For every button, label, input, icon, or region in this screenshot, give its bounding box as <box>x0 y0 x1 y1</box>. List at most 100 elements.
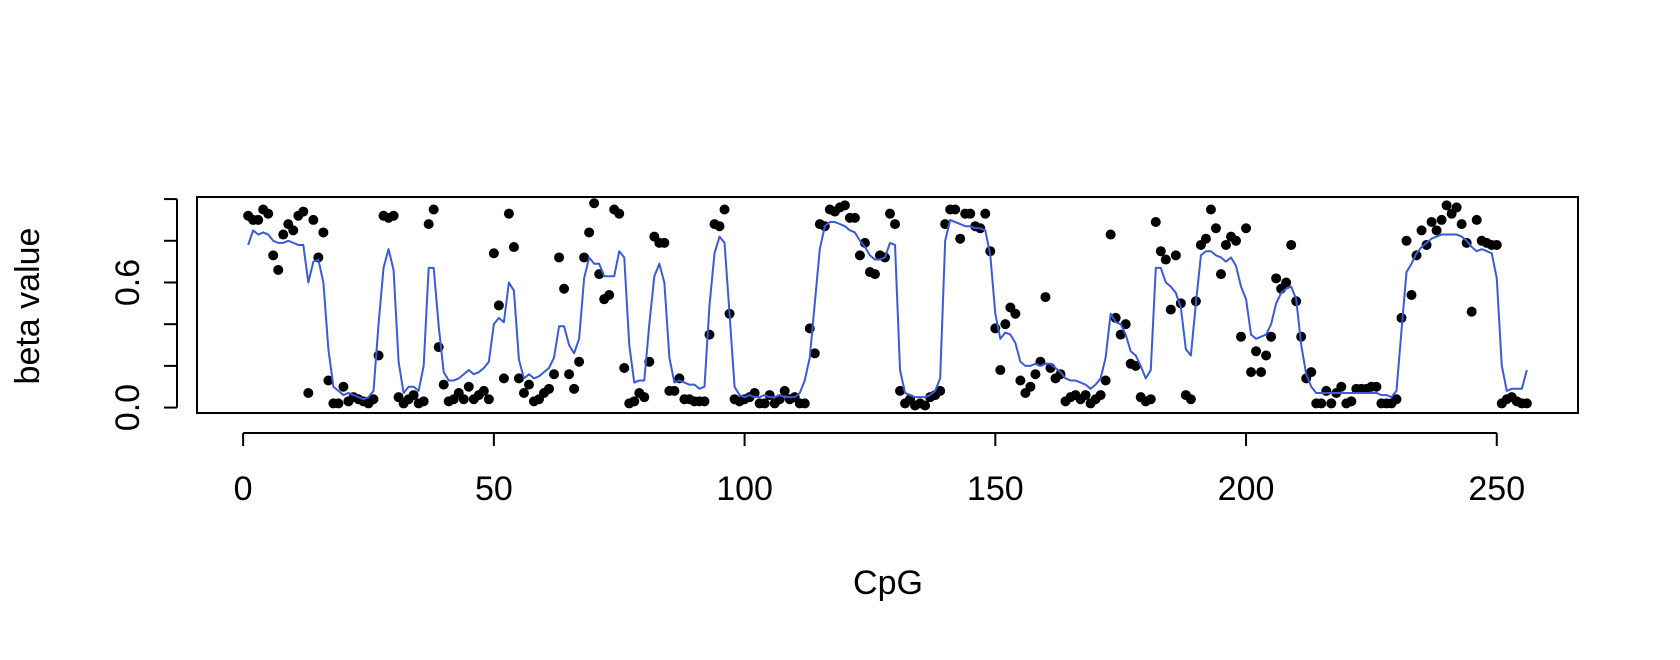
point <box>1391 394 1402 405</box>
point <box>1205 204 1216 215</box>
point <box>1145 394 1156 405</box>
point <box>1451 202 1462 213</box>
point <box>669 385 680 396</box>
point <box>1261 350 1272 361</box>
smooth-line <box>247 218 1528 401</box>
point <box>1120 319 1131 330</box>
y-tick-label: 0.6 <box>109 259 147 306</box>
point <box>699 396 710 407</box>
point <box>965 208 976 219</box>
point <box>704 329 715 340</box>
point <box>503 208 514 219</box>
point <box>1431 225 1442 236</box>
point <box>1371 381 1382 392</box>
point <box>604 289 615 300</box>
point <box>564 369 575 380</box>
point <box>1421 239 1432 250</box>
point <box>1271 273 1282 284</box>
point <box>619 362 630 373</box>
point <box>1441 200 1452 211</box>
point <box>1521 398 1532 409</box>
point <box>1401 235 1412 246</box>
point <box>1105 229 1116 240</box>
point <box>1150 217 1161 228</box>
point <box>1200 233 1211 244</box>
point <box>1471 214 1482 225</box>
point <box>799 398 810 409</box>
point <box>639 392 650 403</box>
point <box>895 385 906 396</box>
point <box>1040 292 1051 303</box>
point <box>253 214 264 225</box>
point <box>549 369 560 380</box>
point <box>1251 346 1262 357</box>
point <box>1095 390 1106 401</box>
x-tick-label: 50 <box>475 470 513 508</box>
point <box>1241 223 1252 234</box>
point <box>523 379 534 390</box>
point <box>333 398 344 409</box>
point <box>1491 239 1502 250</box>
x-tick-label: 200 <box>1218 470 1275 508</box>
point <box>1130 360 1141 371</box>
y-tick-label: 0.0 <box>109 384 147 431</box>
point <box>1326 398 1337 409</box>
point <box>1416 225 1427 236</box>
point <box>273 264 284 275</box>
point <box>849 212 860 223</box>
point <box>890 219 901 230</box>
point <box>995 365 1006 376</box>
point <box>589 198 600 209</box>
point <box>278 229 289 240</box>
point <box>478 385 489 396</box>
point <box>493 300 504 311</box>
point <box>779 385 790 396</box>
point <box>1025 381 1036 392</box>
point <box>318 227 329 238</box>
point <box>1306 367 1317 378</box>
point <box>955 233 966 244</box>
point <box>1231 235 1242 246</box>
point <box>1406 289 1417 300</box>
point <box>1436 214 1447 225</box>
point <box>719 204 730 215</box>
point <box>368 394 379 405</box>
point <box>1346 396 1357 407</box>
x-tick-label: 0 <box>234 470 253 508</box>
point <box>1185 394 1196 405</box>
point <box>1456 219 1467 230</box>
point <box>950 204 961 215</box>
point <box>408 390 419 401</box>
point <box>554 252 565 263</box>
point <box>1110 312 1121 323</box>
point <box>885 208 896 219</box>
y-axis-label: beta value <box>9 228 47 385</box>
point <box>1010 308 1021 319</box>
point <box>1000 319 1011 330</box>
point <box>1266 331 1277 342</box>
point <box>308 214 319 225</box>
point <box>288 225 299 236</box>
point <box>1256 367 1267 378</box>
point <box>935 385 946 396</box>
point <box>1160 254 1171 265</box>
point <box>268 250 279 261</box>
x-tick-label: 250 <box>1468 470 1525 508</box>
point <box>544 383 555 394</box>
point <box>263 208 274 219</box>
point <box>1220 239 1231 250</box>
point <box>809 348 820 359</box>
point <box>629 396 640 407</box>
point <box>338 381 349 392</box>
point <box>854 250 865 261</box>
point <box>1170 250 1181 261</box>
point <box>418 396 429 407</box>
point <box>1466 306 1477 317</box>
point <box>1030 369 1041 380</box>
point <box>463 381 474 392</box>
point <box>498 373 509 384</box>
point <box>614 208 625 219</box>
